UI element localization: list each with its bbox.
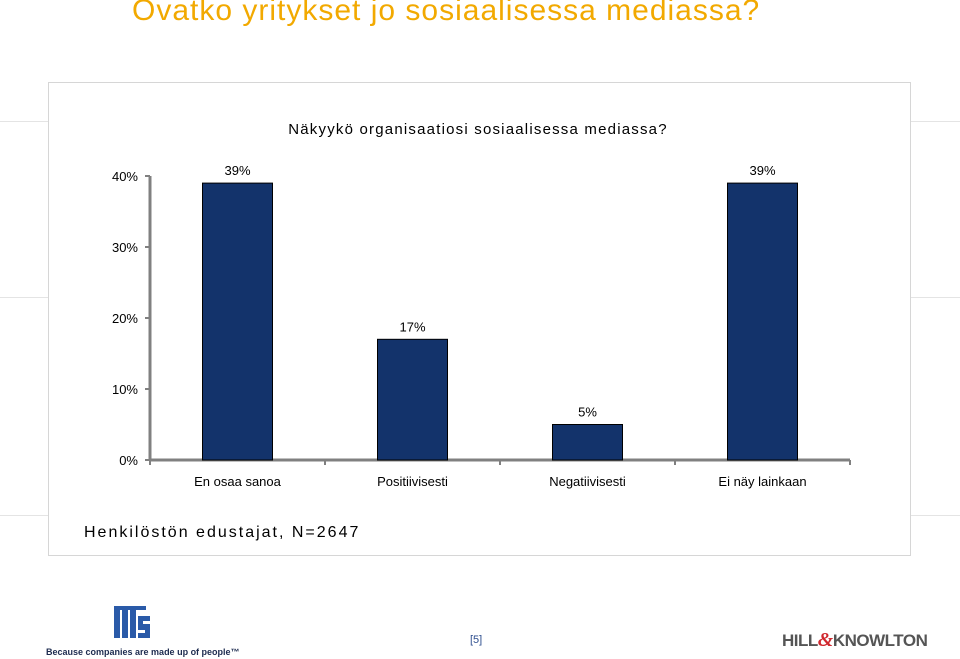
mps-logo-icon xyxy=(114,606,150,638)
mps-tagline: Because companies are made up of people™ xyxy=(46,647,240,657)
page-number: [5] xyxy=(470,634,483,646)
hill-knowlton-logo-part2: KNOWLTON xyxy=(832,631,928,650)
chart-title: Näkyykö organisaatiosi sosiaalisessa med… xyxy=(288,121,668,138)
y-tick-label: 0% xyxy=(119,453,138,468)
x-category-label: Positiivisesti xyxy=(377,474,448,489)
bar-value-label: 39% xyxy=(749,163,775,178)
bar xyxy=(377,338,448,461)
bar-value-label: 39% xyxy=(224,163,250,178)
hill-knowlton-logo-part1: HILL xyxy=(782,631,818,650)
x-category-label: Negatiivisesti xyxy=(549,474,626,489)
y-tick-label: 20% xyxy=(112,311,138,326)
sample-size-note: Henkilöstön edustajat, N=2647 xyxy=(84,524,361,541)
mps-logo: Because companies are made up of people™ xyxy=(46,606,240,658)
y-tick-label: 40% xyxy=(112,169,138,184)
bar-value-label: 5% xyxy=(578,405,597,420)
bar-value-label: 17% xyxy=(399,319,425,334)
slide-title: Ovatko yritykset jo sosiaalisessa medias… xyxy=(132,0,761,27)
bar xyxy=(552,424,623,461)
hill-knowlton-logo: HILL&KNOWLTON xyxy=(782,629,928,652)
bar xyxy=(202,182,273,461)
bar xyxy=(727,182,798,461)
hill-knowlton-logo-ampersand: & xyxy=(817,629,834,651)
x-category-label: En osaa sanoa xyxy=(194,474,282,489)
y-tick-label: 30% xyxy=(112,240,138,255)
x-category-label: Ei näy lainkaan xyxy=(718,474,806,489)
y-tick-label: 10% xyxy=(112,382,138,397)
